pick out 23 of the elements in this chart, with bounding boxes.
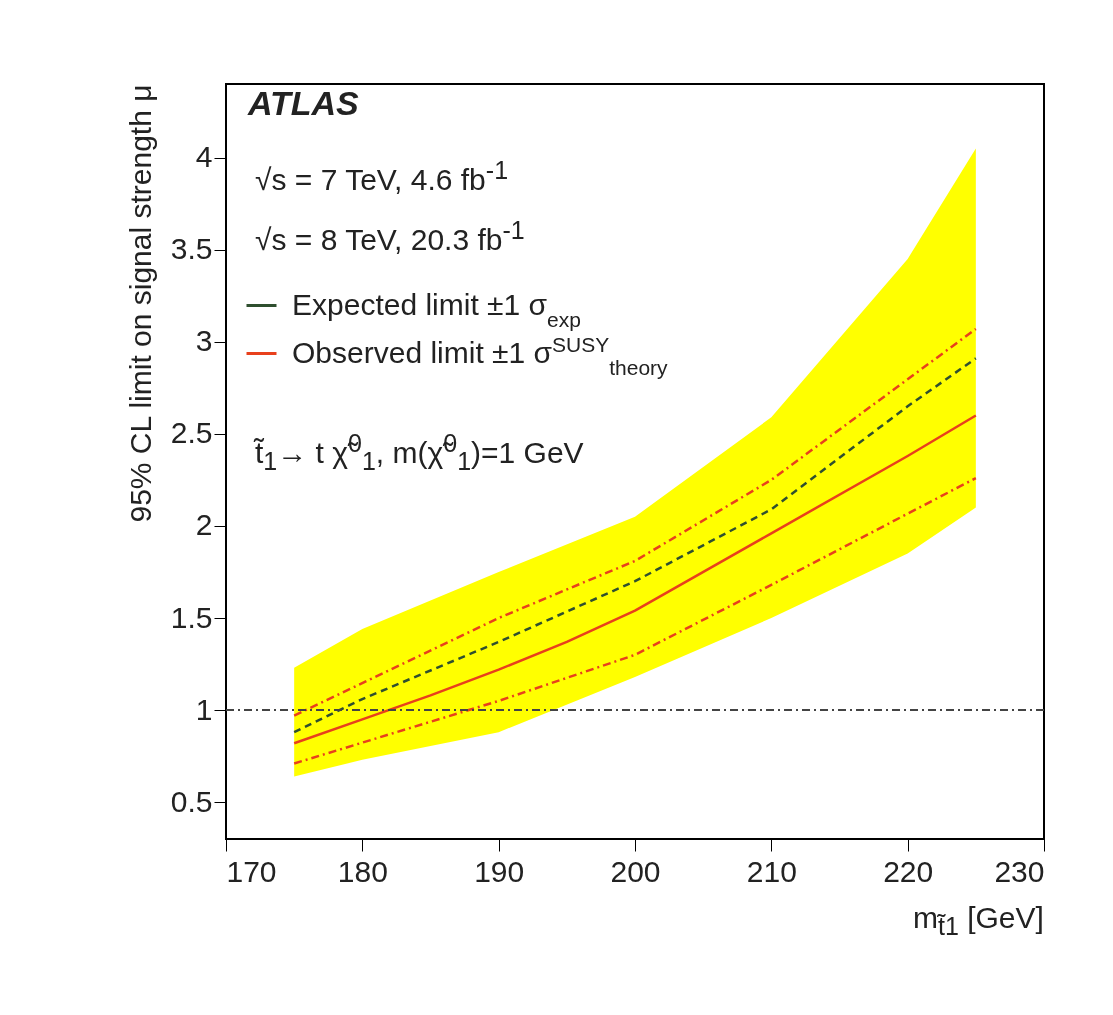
x-tick-label: 170	[226, 854, 277, 888]
x-tick-label: 210	[746, 854, 797, 888]
x-tick-label: 220	[883, 854, 934, 888]
y-tick-label: 3.5	[170, 232, 213, 266]
annotation: √s = 7 TeV, 4.6 fb$^{-1}$	[255, 156, 509, 197]
x-tick-label: 180	[337, 854, 388, 888]
y-tick-label: 4	[195, 140, 213, 174]
x-tick-label: 190	[474, 854, 525, 888]
line-series	[292, 476, 978, 765]
y-tick-label: 1	[195, 692, 213, 726]
x-tick-label: 230	[994, 854, 1045, 888]
y-tick-label: 2.5	[170, 416, 213, 450]
y-axis-title: 95% CL limit on signal strength μ	[123, 84, 157, 523]
chart-title: ATLAS	[248, 84, 359, 123]
text: t̃$_{1}$→ t χ̃$^{0}$$_{1}$, m(χ̃$^{0}$$_{1}$)=1 GeV	[255, 429, 584, 475]
y-tick-label: 0.5	[170, 784, 213, 818]
annotation: √s = 8 TeV, 20.3 fb$^{-1}$	[255, 216, 525, 257]
x-axis-title: m$_{t̃1}$ [GeV]	[913, 901, 1044, 941]
x-tick-label: 200	[610, 854, 661, 888]
y-tick-label: 3	[195, 324, 213, 358]
y-tick-label: 1.5	[170, 600, 213, 634]
y-tick-label: 2	[195, 508, 213, 542]
legend-label: Expected limit ±1 σ$_{exp}$	[292, 287, 581, 330]
